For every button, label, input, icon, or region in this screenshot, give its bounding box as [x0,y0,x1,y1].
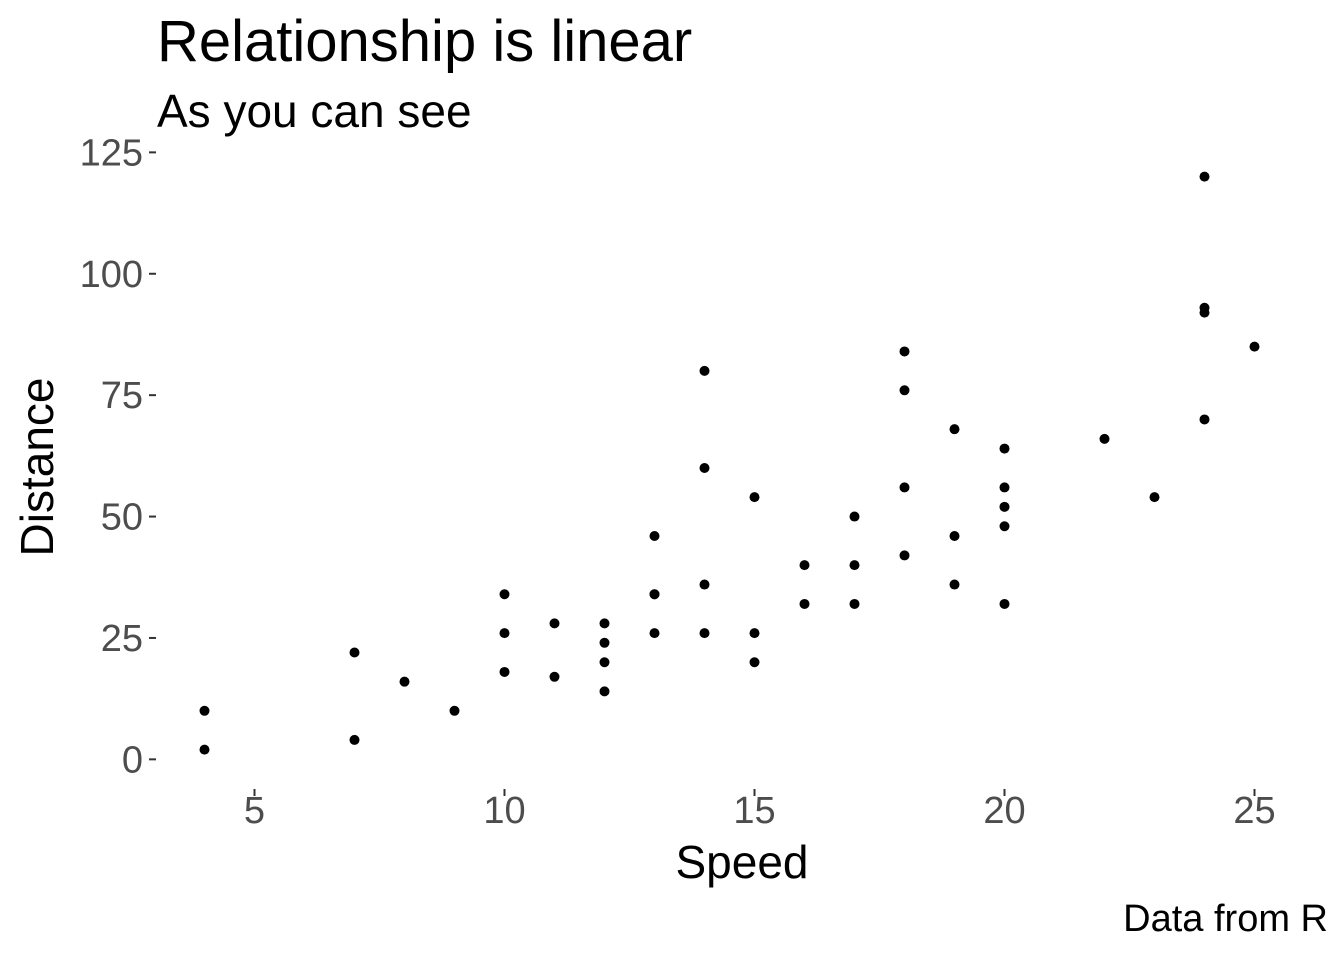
data-point [1199,414,1210,425]
data-point [899,550,910,561]
data-point [499,666,510,677]
y-tick-label: 0 [122,739,143,781]
data-point [1199,302,1210,313]
data-point [699,365,710,376]
data-point [599,618,610,629]
data-point [849,511,860,522]
data-point [999,598,1010,609]
data-point [349,734,360,745]
data-point [599,657,610,668]
x-tick-label: 5 [244,790,265,832]
chart-title: Relationship is linear [157,9,693,74]
data-point [949,530,960,541]
data-point [749,628,760,639]
data-point [349,647,360,658]
data-point [699,628,710,639]
y-tick-label: 50 [101,497,143,539]
data-point [749,492,760,503]
data-point [899,385,910,396]
data-point [949,424,960,435]
data-points [199,171,1260,755]
data-point [799,560,810,571]
data-point [199,744,210,755]
data-point [549,671,560,682]
data-point [849,560,860,571]
data-point [599,637,610,648]
chart-caption: Data from R [1123,898,1328,940]
data-point [1149,492,1160,503]
data-point [699,579,710,590]
x-axis: 5 10 15 20 25 [244,789,1276,832]
data-point [849,598,860,609]
data-point [949,579,960,590]
data-point [449,705,460,716]
y-tick-label: 100 [80,254,143,296]
data-point [649,628,660,639]
data-point [1099,433,1110,444]
data-point [199,705,210,716]
data-point [499,628,510,639]
y-tick-label: 125 [80,132,143,174]
data-point [1199,171,1210,182]
x-tick-label: 10 [483,790,525,832]
data-point [549,618,560,629]
data-point [499,589,510,600]
y-tick-label: 75 [101,375,143,417]
y-axis: 0 25 50 75 100 125 [80,132,156,781]
data-point [1249,341,1260,352]
x-tick-label: 15 [733,790,775,832]
x-tick-label: 25 [1233,790,1275,832]
data-point [649,589,660,600]
data-point [999,501,1010,512]
y-tick-label: 25 [101,618,143,660]
data-point [749,657,760,668]
data-point [899,346,910,357]
data-point [999,443,1010,454]
data-point [699,463,710,473]
data-point [399,676,410,687]
data-point [999,521,1010,532]
data-point [599,686,610,697]
x-axis-title: Speed [675,836,808,888]
y-axis-title: Distance [11,378,63,557]
chart-subtitle: As you can see [157,85,472,137]
x-tick-label: 20 [983,790,1025,832]
data-point [999,482,1010,493]
data-point [799,598,810,609]
data-point [649,530,660,541]
data-point [899,482,910,493]
